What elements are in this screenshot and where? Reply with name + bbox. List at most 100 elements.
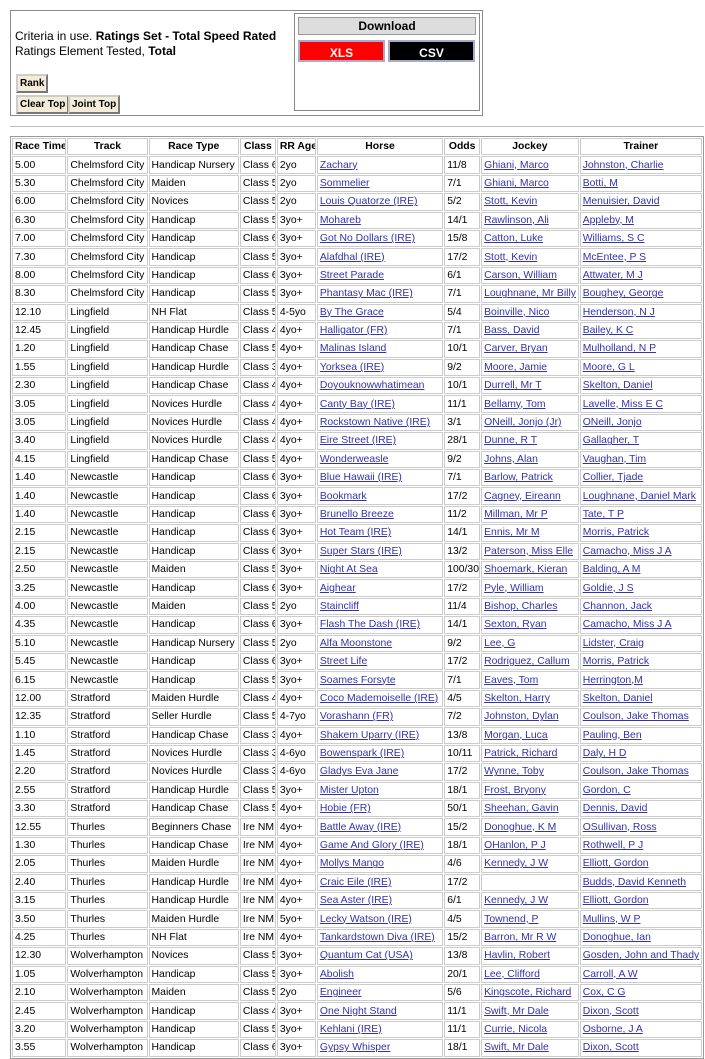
trainer-link[interactable]: Appleby, M — [582, 214, 634, 226]
horse-link[interactable]: Bookmark — [319, 490, 367, 502]
trainer-link[interactable]: Daly, H D — [582, 748, 627, 760]
horse-link[interactable]: Battle Away (IRE) — [319, 821, 402, 833]
clear-top-button[interactable]: Clear Top — [16, 95, 70, 114]
trainer-link[interactable]: Menuisier, David — [582, 196, 660, 208]
trainer-link[interactable]: Dixon, Scott — [582, 1005, 639, 1017]
trainer-link[interactable]: Collier, Tjade — [582, 472, 644, 484]
horse-link[interactable]: Louis Quatorze (IRE) — [319, 196, 418, 208]
horse-link[interactable]: Super Stars (IRE) — [319, 545, 402, 557]
jockey-link[interactable]: Stott, Kevin — [484, 196, 538, 208]
rank-button[interactable]: Rank — [16, 74, 49, 93]
trainer-link[interactable]: Rothwell, P J — [582, 840, 644, 852]
trainer-link[interactable]: Camacho, Miss J A — [582, 545, 672, 557]
trainer-link[interactable]: Morris, Patrick — [582, 527, 650, 539]
trainer-link[interactable]: Dennis, David — [582, 803, 648, 815]
horse-link[interactable]: Alafdhal (IRE) — [319, 251, 385, 263]
jockey-link[interactable]: Durrell, Mr T — [484, 380, 542, 392]
horse-link[interactable]: Got No Dollars (IRE) — [319, 233, 416, 245]
jockey-link[interactable]: Bishop, Charles — [484, 600, 558, 612]
horse-link[interactable]: Abolish — [319, 968, 354, 980]
trainer-link[interactable]: Channon, Jack — [582, 600, 653, 612]
jockey-link[interactable]: Carson, William — [484, 269, 557, 281]
jockey-link[interactable]: Kingscote, Richard — [484, 987, 572, 999]
jockey-link[interactable]: Kennedy, J W — [484, 895, 549, 907]
jockey-link[interactable]: Ennis, Mr M — [484, 527, 540, 539]
horse-link[interactable]: Rockstown Native (IRE) — [319, 417, 431, 429]
horse-link[interactable]: Phantasy Mac (IRE) — [319, 288, 413, 300]
trainer-link[interactable]: Williams, S C — [582, 233, 645, 245]
horse-link[interactable]: Sea Aster (IRE) — [319, 895, 393, 907]
trainer-link[interactable]: Vaughan, Tim — [582, 453, 647, 465]
jockey-link[interactable]: Sexton, Ryan — [484, 619, 547, 631]
jockey-link[interactable]: Morgan, Luca — [484, 729, 548, 741]
jockey-link[interactable]: Ghiani, Marco — [484, 159, 549, 171]
horse-link[interactable]: Mister Upton — [319, 784, 379, 796]
horse-link[interactable]: Mohareb — [319, 214, 361, 226]
trainer-link[interactable]: Gordon, C — [582, 784, 631, 796]
jockey-link[interactable]: Swift, Mr Dale — [484, 1042, 549, 1054]
jockey-link[interactable]: Havlin, Robert — [484, 950, 550, 962]
horse-link[interactable]: Street Parade — [319, 269, 384, 281]
trainer-link[interactable]: Gosden, John and Thady — [582, 950, 700, 962]
horse-link[interactable]: Night At Sea — [319, 564, 378, 576]
horse-link[interactable]: Aighear — [319, 582, 356, 594]
trainer-link[interactable]: Herrington,M — [582, 674, 643, 686]
jockey-link[interactable]: Bellamy, Tom — [484, 398, 546, 410]
jockey-link[interactable]: Stott, Kevin — [484, 251, 538, 263]
horse-link[interactable]: Tankardstown Diva (IRE) — [319, 931, 435, 943]
horse-link[interactable]: Eire Street (IRE) — [319, 435, 397, 447]
trainer-link[interactable]: Morris, Patrick — [582, 656, 650, 668]
jockey-link[interactable]: Pyle, William — [484, 582, 544, 594]
jockey-link[interactable]: Paterson, Miss Elle — [484, 545, 574, 557]
jockey-link[interactable]: Millman, Mr P — [484, 509, 548, 520]
jockey-link[interactable]: Lee, G — [484, 637, 516, 649]
horse-link[interactable]: Zachary — [319, 159, 358, 171]
trainer-link[interactable]: Goldie, J S — [582, 582, 634, 594]
jockey-link[interactable]: Bass, David — [484, 325, 540, 337]
horse-link[interactable]: Shakem Uparry (IRE) — [319, 729, 420, 741]
horse-link[interactable]: Vorashann (FR) — [319, 711, 394, 723]
horse-link[interactable]: Yorksea (IRE) — [319, 361, 385, 373]
horse-link[interactable]: Sommelier — [319, 177, 370, 189]
horse-link[interactable]: Doyouknowwhatimean — [319, 380, 425, 392]
trainer-link[interactable]: Elliott, Gordon — [582, 858, 649, 870]
trainer-link[interactable]: Donoghue, Ian — [582, 931, 651, 943]
jockey-link[interactable]: Cagney, Eireann — [484, 490, 561, 502]
trainer-link[interactable]: Bailey, K C — [582, 325, 634, 337]
jockey-link[interactable]: Moore, Jamie — [484, 361, 548, 373]
jockey-link[interactable]: Loughnane, Mr Billy — [484, 288, 576, 300]
trainer-link[interactable]: Elliott, Gordon — [582, 895, 649, 907]
horse-link[interactable]: Soames Forsyte — [319, 674, 396, 686]
trainer-link[interactable]: Boughey, George — [582, 288, 664, 300]
joint-top-button[interactable]: Joint Top — [68, 95, 121, 114]
trainer-link[interactable]: Dixon, Scott — [582, 1042, 639, 1054]
csv-button[interactable]: CSV — [388, 40, 475, 62]
horse-link[interactable]: Mollys Mango — [319, 858, 384, 870]
horse-link[interactable]: Kehlani (IRE) — [319, 1023, 382, 1035]
jockey-link[interactable]: Lee, Clifford — [484, 968, 540, 980]
jockey-link[interactable]: Johns, Alan — [484, 453, 538, 465]
jockey-link[interactable]: Wynne, Toby — [484, 766, 544, 778]
trainer-link[interactable]: Mulholland, N P — [582, 343, 657, 355]
trainer-link[interactable]: Attwater, M J — [582, 269, 643, 281]
xls-button[interactable]: XLS — [298, 40, 385, 62]
jockey-link[interactable]: ONeill, Jonjo (Jr) — [484, 417, 562, 429]
trainer-link[interactable]: Skelton, Daniel — [582, 692, 653, 704]
trainer-link[interactable]: Moore, G L — [582, 361, 635, 373]
jockey-link[interactable]: Boinville, Nico — [484, 306, 550, 318]
jockey-link[interactable]: Frost, Bryony — [484, 784, 546, 796]
jockey-link[interactable]: Dunne, R T — [484, 435, 538, 447]
trainer-link[interactable]: Henderson, N J — [582, 306, 655, 318]
horse-link[interactable]: Bowenspark (IRE) — [319, 748, 405, 760]
horse-link[interactable]: Hobie (FR) — [319, 803, 371, 815]
jockey-link[interactable]: Kennedy, J W — [484, 858, 549, 870]
trainer-link[interactable]: Camacho, Miss J A — [582, 619, 672, 631]
trainer-link[interactable]: Gallagher, T — [582, 435, 640, 447]
trainer-link[interactable]: Budds, David Kenneth — [582, 876, 687, 888]
horse-link[interactable]: Street Life — [319, 656, 368, 668]
trainer-link[interactable]: Osborne, J A — [582, 1023, 643, 1035]
jockey-link[interactable]: Carver, Bryan — [484, 343, 548, 355]
trainer-link[interactable]: ONeill, Jonjo — [582, 417, 642, 429]
horse-link[interactable]: Flash The Dash (IRE) — [319, 619, 421, 631]
horse-link[interactable]: Lecky Watson (IRE) — [319, 913, 412, 925]
